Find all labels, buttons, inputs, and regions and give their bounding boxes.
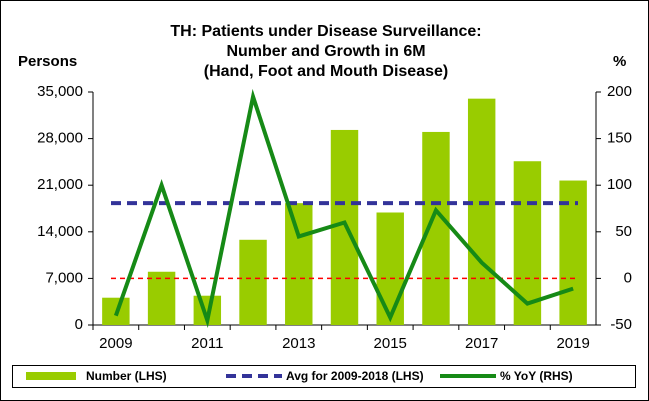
y-tick-label: 7,000 (45, 269, 83, 286)
y-tick-label: 14,000 (37, 223, 83, 240)
y2-tick-label: 100 (607, 176, 632, 193)
chart-title: (Hand, Foot and Mouth Disease) (204, 63, 448, 80)
bar (376, 212, 404, 325)
bar (239, 239, 267, 325)
x-tick-label: 2009 (99, 335, 132, 352)
y-tick-label: 0 (75, 316, 83, 333)
x-tick-label: 2019 (556, 335, 589, 352)
legend-label: Avg for 2009-2018 (LHS) (286, 369, 424, 383)
x-tick-label: 2013 (282, 335, 315, 352)
bar (467, 98, 496, 326)
y2-axis-label: % (613, 53, 626, 70)
y2-tick-label: -50 (610, 316, 632, 333)
legend-swatch (26, 372, 76, 380)
bar (285, 203, 313, 325)
y2-tick-label: 150 (607, 130, 632, 147)
x-tick-label: 2015 (374, 335, 407, 352)
yoy-line (113, 88, 574, 328)
chart-title: TH: Patients under Disease Surveillance: (170, 23, 481, 40)
chart-title: Number and Growth in 6M (226, 43, 425, 60)
y2-tick-label: 200 (607, 83, 632, 100)
x-tick-label: 2017 (465, 335, 498, 352)
legend-label: % YoY (RHS) (500, 369, 573, 383)
legend-label: Number (LHS) (86, 369, 167, 383)
legend-box (12, 365, 636, 388)
bar (147, 271, 176, 325)
y2-tick-label: 50 (615, 223, 632, 240)
y2-tick-label: 0 (624, 269, 632, 286)
x-tick-label: 2011 (191, 335, 223, 352)
y-tick-label: 28,000 (37, 130, 83, 147)
y-tick-label: 21,000 (37, 176, 83, 193)
bar (330, 129, 359, 325)
y-axis-label: Persons (18, 53, 77, 70)
y-tick-label: 35,000 (37, 83, 83, 100)
